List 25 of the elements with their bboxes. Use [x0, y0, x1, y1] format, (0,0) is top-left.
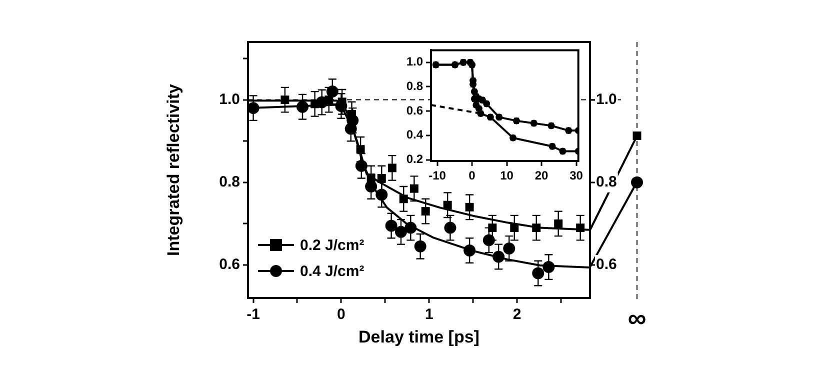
x-tick-label: -1 — [246, 306, 260, 324]
x-tick-label: 30 — [570, 168, 584, 183]
y-tick-label: 1.0 — [219, 90, 240, 108]
y-tick-label: 0.4 — [406, 128, 424, 142]
y2-tick-label: 1.0 — [596, 90, 617, 108]
y-tick-label: 0.6 — [406, 103, 424, 118]
legend-label: 0.2 J/cm² — [300, 236, 364, 254]
x-tick-label: 0 — [337, 306, 346, 324]
y-tick-label: 0.8 — [406, 79, 424, 94]
y-axis-title: Integrated reflectivity — [164, 83, 183, 256]
y2-tick-label: 0.6 — [596, 256, 617, 274]
legend-label: 0.4 J/cm² — [300, 262, 364, 280]
y-tick-label: 0.6 — [219, 256, 240, 274]
x-tick-label: 0 — [468, 168, 476, 183]
x-tick-label: 20 — [534, 168, 549, 183]
y-tick-label: 1.0 — [406, 54, 424, 69]
y-tick-label: 0.8 — [219, 174, 240, 191]
y-tick-label: 0.2 — [406, 152, 424, 166]
x-tick-label: 2 — [512, 306, 522, 324]
y2-tick-label: 0.8 — [596, 174, 617, 191]
x-tick-label: 1 — [424, 306, 434, 324]
x-tick-label: ∞ — [628, 302, 646, 333]
x-tick-label: -10 — [428, 168, 446, 183]
x-tick-label: 10 — [500, 168, 514, 183]
x-axis-title: Delay time [ps] — [358, 327, 480, 346]
